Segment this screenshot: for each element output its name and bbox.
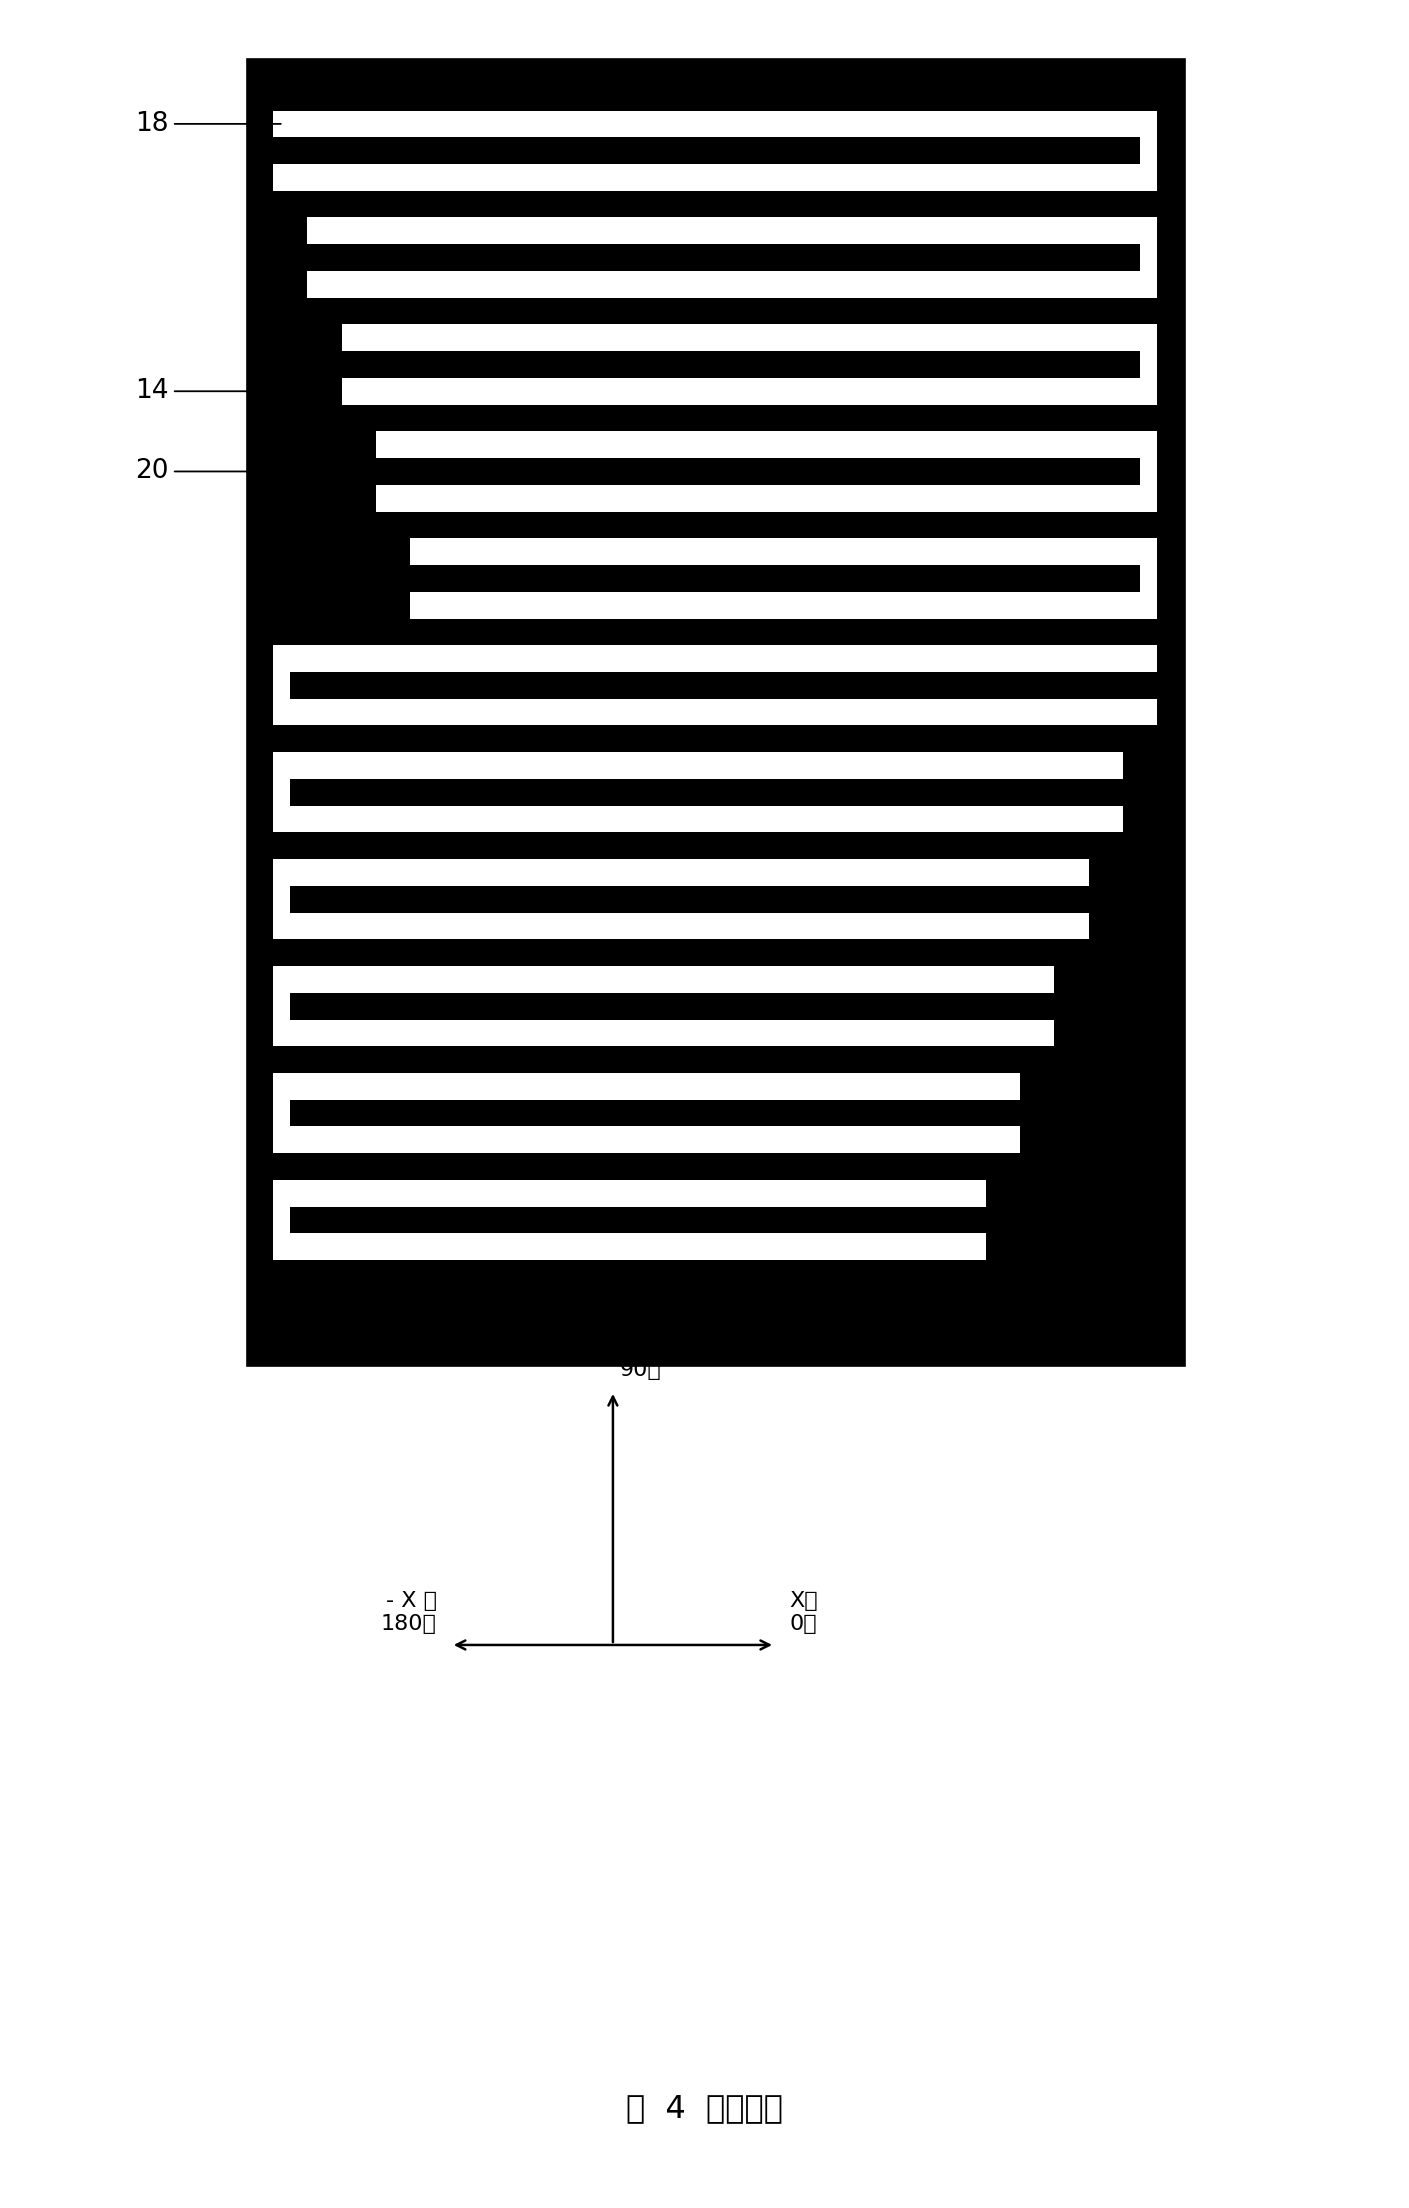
Text: 图  4  现有技术: 图 4 现有技术 — [626, 2093, 783, 2124]
Bar — [410, 592, 1157, 618]
Bar — [273, 1126, 1020, 1153]
Text: 20: 20 — [135, 459, 276, 484]
Bar — [273, 163, 1157, 190]
Bar — [1140, 137, 1157, 163]
Bar — [410, 539, 1157, 565]
Bar — [254, 66, 1177, 1358]
Bar — [273, 912, 1089, 938]
Bar — [1140, 457, 1157, 486]
Bar — [273, 967, 1054, 994]
Bar — [273, 885, 290, 912]
Text: 14: 14 — [135, 378, 276, 404]
Bar — [307, 272, 1157, 298]
Bar — [273, 806, 1123, 832]
Text: 18: 18 — [135, 110, 280, 137]
Bar — [376, 431, 1157, 457]
Bar — [273, 1234, 986, 1261]
Bar — [307, 216, 1157, 245]
Bar — [1140, 351, 1157, 378]
Bar — [273, 753, 1123, 779]
Bar — [1140, 565, 1157, 592]
Bar — [273, 994, 290, 1020]
Bar — [273, 698, 1157, 726]
Bar — [273, 110, 1157, 137]
Bar — [273, 671, 290, 698]
Bar — [376, 486, 1157, 512]
Bar — [273, 1020, 1054, 1047]
Bar — [341, 325, 1157, 351]
Bar — [273, 1179, 986, 1208]
Bar — [273, 779, 290, 806]
Text: - X 轴
180度: - X 轴 180度 — [380, 1590, 437, 1634]
Bar — [273, 1208, 290, 1234]
Text: X轴
0度: X轴 0度 — [789, 1590, 817, 1634]
Bar — [254, 66, 1177, 1358]
Bar — [273, 1100, 290, 1126]
Text: Y轴
90度: Y轴 90度 — [620, 1336, 662, 1380]
Bar — [1140, 245, 1157, 272]
Bar — [273, 645, 1157, 671]
Bar — [273, 1073, 1020, 1100]
Bar — [341, 378, 1157, 404]
Bar — [273, 859, 1089, 885]
